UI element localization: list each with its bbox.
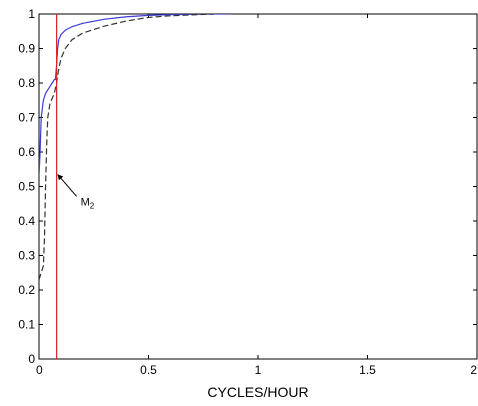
x-tick-label: 0.5 [140, 363, 157, 377]
y-tick-label: 0.4 [18, 214, 35, 228]
y-tick-label: 0.9 [18, 42, 35, 56]
y-tick-label: 0.8 [18, 76, 35, 90]
y-tick-labels: 0 0.1 0.2 0.3 0.4 0.5 0.6 0.7 0.8 0.9 1 [18, 7, 35, 366]
x-tick-label: 1.5 [359, 363, 376, 377]
y-tick-label: 0.5 [18, 180, 35, 194]
x-tick-labels: 0 0.5 1 1.5 2 [36, 363, 477, 377]
x-tick-label: 1 [255, 363, 262, 377]
annotation-arrowhead [57, 174, 64, 181]
y-tick-label: 0 [28, 352, 35, 366]
x-axis-title: CYCLES/HOUR [207, 384, 308, 400]
x-tick-label: 0 [36, 363, 43, 377]
series-lines [39, 14, 232, 359]
y-tick-label: 0.2 [18, 283, 35, 297]
y-tick-label: 1 [28, 7, 35, 21]
axis-ticks [38, 13, 478, 360]
y-tick-label: 0.1 [18, 318, 35, 332]
plot-area [38, 13, 478, 360]
x-tick-label: 2 [470, 363, 477, 377]
y-tick-label: 0.3 [18, 249, 35, 263]
annotation-subscript: 2 [90, 201, 95, 210]
y-tick-label: 0.6 [18, 145, 35, 159]
y-tick-label: 0.7 [18, 111, 35, 125]
series-line-solid [39, 14, 232, 177]
